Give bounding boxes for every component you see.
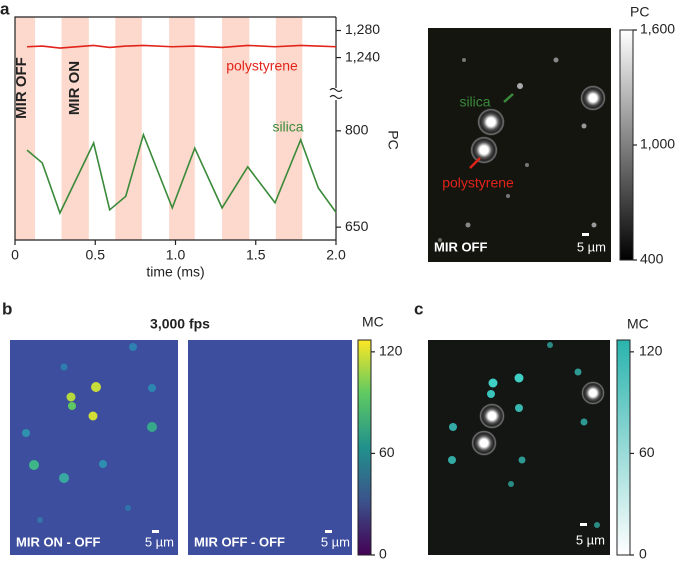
shaded-interval (275, 17, 303, 240)
scale-bar-label: 5 µm (577, 239, 606, 254)
y-tick-label: 800 (345, 122, 369, 138)
colorbar-label: PC (630, 4, 649, 20)
scale-bar-label: 5 µm (321, 534, 350, 549)
data-line (26, 132, 337, 216)
x-tick-label: 1.0 (166, 247, 186, 263)
panel-label: b (2, 299, 12, 318)
micrograph: MIR OFF - OFF 5 µm (188, 340, 352, 555)
series-label: polystyrene (226, 58, 298, 74)
colorbar-tick-label: 0 (639, 546, 647, 562)
micrograph: silica polystyrene MIR OFF 5 µm (428, 28, 611, 262)
image-label: MIR OFF (434, 239, 487, 254)
x-tick-label: 2.0 (326, 247, 346, 263)
image-label: silica (459, 94, 490, 110)
micrograph: MIR ON - OFF 5 µm (10, 340, 178, 555)
image-label: MIR ON - OFF (16, 534, 101, 549)
shaded-interval (222, 17, 250, 240)
colorbar-tick-label: 60 (379, 444, 395, 460)
colorbar-tick-label: 0 (379, 546, 387, 562)
panel-title: 3,000 fps (150, 316, 210, 332)
colorbar (616, 339, 631, 556)
shaded-interval (15, 17, 36, 240)
image-label: MIR OFF - OFF (194, 534, 285, 549)
y-tick-label: 650 (345, 218, 369, 234)
shaded-interval (61, 17, 89, 240)
x-tick-label: 0 (11, 247, 19, 263)
axis-frame (14, 16, 336, 240)
panel-label: c (414, 299, 423, 318)
colorbar-label: MC (362, 314, 384, 330)
y-axis-label: PC (385, 130, 401, 149)
y-tick-label: 1,240 (345, 48, 380, 64)
x-axis-label: time (ms) (146, 264, 204, 280)
x-tick-label: 1.5 (246, 247, 266, 263)
annotation: MIR ON (66, 61, 83, 115)
colorbar-tick-label: 400 (640, 251, 664, 267)
panel-label: a (0, 0, 10, 18)
y-tick-label: 1,280 (345, 21, 380, 37)
shaded-interval (115, 17, 142, 240)
series-label: silica (272, 119, 303, 135)
colorbar (357, 339, 372, 556)
colorbar-tick-label: 120 (379, 343, 403, 359)
scale-bar-label: 5 µm (145, 534, 174, 549)
colorbar-tick-label: 120 (639, 343, 663, 359)
colorbar (619, 29, 634, 261)
colorbar-tick-label: 1,600 (640, 21, 675, 37)
annotation: MIR OFF (13, 57, 30, 119)
axis-break (329, 87, 343, 100)
image-label: polystyrene (442, 175, 514, 191)
x-tick-label: 0.5 (86, 247, 106, 263)
colorbar-tick-label: 1,000 (640, 136, 675, 152)
colorbar-tick-label: 60 (639, 444, 655, 460)
colorbar-label: MC (627, 316, 649, 332)
data-line (27, 44, 337, 49)
micrograph: 5 µm (428, 340, 610, 555)
scale-bar-label: 5 µm (576, 532, 605, 547)
